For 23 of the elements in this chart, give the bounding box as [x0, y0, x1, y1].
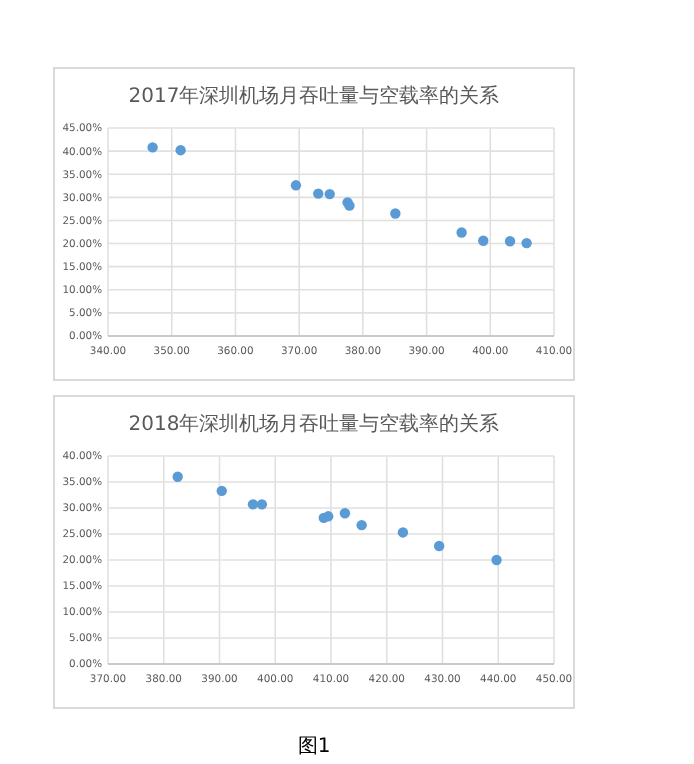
point [433, 540, 445, 552]
point [147, 142, 158, 153]
point [397, 527, 409, 538]
point [313, 188, 324, 199]
point [504, 236, 516, 247]
point [456, 227, 467, 238]
chart-title: 2017年深圳机场月吞吐量与空载率的关系 [128, 84, 500, 108]
point [356, 519, 367, 531]
point [323, 511, 334, 522]
chart-title: 2018年深圳机场月吞吐量与空载率的关系 [128, 412, 500, 436]
point [339, 508, 351, 519]
point [172, 471, 183, 482]
point [521, 237, 532, 249]
point [256, 499, 268, 510]
point [247, 499, 259, 510]
point [324, 188, 335, 200]
point [478, 235, 489, 246]
point [491, 554, 502, 566]
point [290, 180, 302, 191]
point [390, 208, 401, 219]
point [175, 144, 186, 156]
caption: 图1 [297, 736, 331, 758]
point [216, 485, 227, 497]
